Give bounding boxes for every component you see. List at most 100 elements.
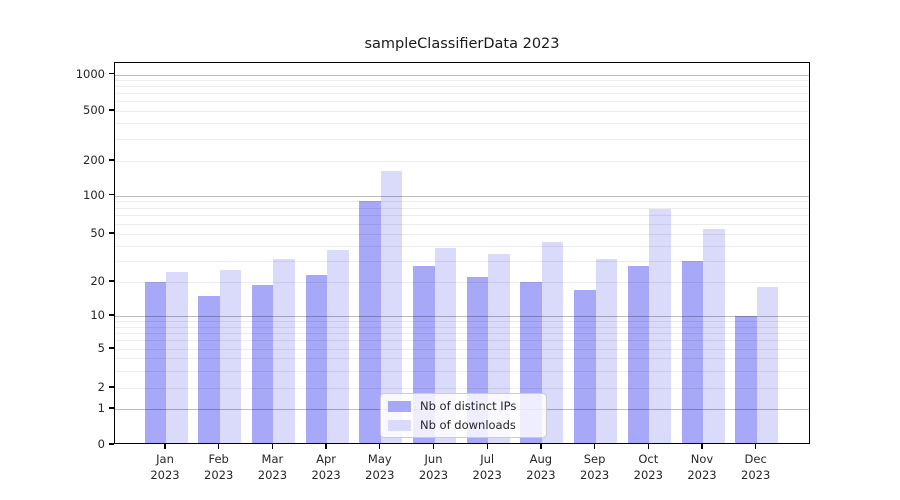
bar-downloads: [327, 249, 349, 443]
x-tick-mark: [218, 444, 220, 449]
legend-label-downloads: Nb of downloads: [420, 418, 516, 432]
y-gridline-minor: [115, 80, 809, 82]
y-tick-mark: [109, 72, 114, 75]
x-tick-mark: [540, 444, 542, 449]
y-tick-label: 10: [90, 308, 105, 322]
y-gridline-minor: [115, 86, 809, 88]
x-tick-mark: [164, 444, 166, 449]
legend-label-distinct-ips: Nb of distinct IPs: [420, 399, 517, 413]
y-tick-mark: [109, 280, 114, 282]
y-gridline-minor: [115, 260, 809, 262]
bar-downloads: [649, 209, 671, 443]
bar-distinct-ips: [251, 284, 274, 443]
bar-distinct-ips: [198, 296, 220, 443]
y-tick-mark: [109, 109, 114, 111]
bar-distinct-ips: [305, 274, 328, 443]
y-tick-label: 200: [83, 153, 105, 167]
x-tick-label: Sep 2023: [579, 452, 610, 482]
x-tick-mark: [432, 444, 435, 449]
y-tick-mark: [109, 347, 114, 349]
x-tick-mark: [647, 444, 649, 449]
y-tick-label: 1000: [75, 66, 105, 81]
x-tick-label: Feb 2023: [204, 452, 234, 482]
bar-downloads: [166, 272, 188, 443]
chart-title: sampleClassifierData 2023: [364, 36, 560, 52]
x-tick-mark: [701, 444, 703, 449]
x-tick-mark: [486, 444, 488, 449]
y-gridline-minor: [115, 215, 809, 217]
y-gridline-minor: [115, 370, 809, 372]
y-tick-mark: [109, 314, 114, 316]
bar-distinct-ips: [681, 260, 703, 443]
y-tick-mark: [109, 386, 114, 388]
y-tick-label: 2: [97, 380, 105, 394]
x-tick-mark: [593, 444, 596, 449]
y-gridline-minor: [115, 349, 809, 350]
x-tick-label: Apr 2023: [311, 452, 341, 482]
y-gridline-minor: [115, 234, 809, 235]
y-tick-label: 20: [90, 274, 105, 288]
x-tick-label: Jul 2023: [472, 452, 502, 482]
bar-downloads: [380, 170, 403, 443]
plot-area: Nb of distinct IPs Nb of downloads: [114, 62, 810, 444]
x-tick-label: Jan 2023: [150, 452, 180, 482]
y-tick-label: 5: [97, 341, 105, 355]
y-gridline-minor: [115, 111, 809, 112]
y-gridline-minor: [115, 245, 809, 247]
bar-distinct-ips: [627, 266, 650, 443]
y-tick-label: 500: [83, 103, 105, 117]
legend-swatch-distinct-ips-icon: [388, 400, 411, 412]
y-tick-label: 50: [90, 226, 105, 240]
y-gridline-minor: [115, 207, 809, 209]
y-tick-mark: [109, 443, 114, 445]
bar-downloads: [595, 259, 618, 443]
x-tick-label: Dec 2023: [741, 452, 771, 482]
y-tick-mark: [109, 407, 114, 409]
y-gridline-minor: [115, 282, 809, 283]
bar-distinct-ips: [144, 282, 166, 443]
y-gridline-minor: [115, 123, 809, 125]
y-tick-mark: [109, 193, 114, 196]
bar-downloads: [756, 287, 779, 443]
y-gridline-major: [115, 316, 809, 317]
y-gridline-minor: [115, 321, 809, 323]
bar-downloads: [703, 228, 725, 443]
y-gridline-minor: [115, 388, 809, 389]
y-gridline-minor: [115, 161, 809, 162]
y-gridline-minor: [115, 223, 809, 225]
x-tick-mark: [755, 444, 757, 449]
x-tick-mark: [379, 444, 381, 449]
y-gridline-major: [115, 195, 809, 197]
y-tick-label: 1: [97, 401, 105, 415]
y-gridline-minor: [115, 358, 809, 360]
y-gridline-minor: [115, 93, 809, 95]
y-tick-mark: [109, 232, 114, 234]
bar-downloads: [273, 259, 295, 443]
legend: Nb of distinct IPs Nb of downloads: [380, 393, 547, 438]
x-tick-mark: [271, 444, 274, 449]
y-tick-mark: [109, 159, 114, 161]
y-gridline-minor: [115, 201, 809, 203]
bar-distinct-ips: [359, 201, 381, 443]
bar-distinct-ips: [735, 316, 757, 443]
y-gridline-minor: [115, 138, 809, 140]
legend-swatch-downloads-icon: [388, 419, 411, 431]
x-tick-label: Nov 2023: [687, 452, 717, 482]
y-gridline-major: [115, 74, 809, 76]
x-tick-label: Jun 2023: [418, 452, 449, 482]
bar-downloads: [219, 270, 242, 443]
legend-entry-downloads: Nb of downloads: [388, 418, 538, 432]
y-tick-label: 100: [83, 187, 105, 202]
bar-downloads: [541, 241, 564, 443]
x-tick-label: Mar 2023: [257, 452, 288, 482]
y-tick-label: 0: [97, 437, 105, 451]
x-tick-label: Aug 2023: [526, 452, 556, 482]
x-tick-mark: [325, 444, 327, 449]
y-gridline-minor: [115, 101, 809, 103]
y-gridline-minor: [115, 340, 809, 342]
y-gridline-minor: [115, 332, 809, 334]
bar-distinct-ips: [574, 289, 596, 443]
y-gridline-minor: [115, 326, 809, 328]
x-tick-label: Oct 2023: [633, 452, 663, 482]
